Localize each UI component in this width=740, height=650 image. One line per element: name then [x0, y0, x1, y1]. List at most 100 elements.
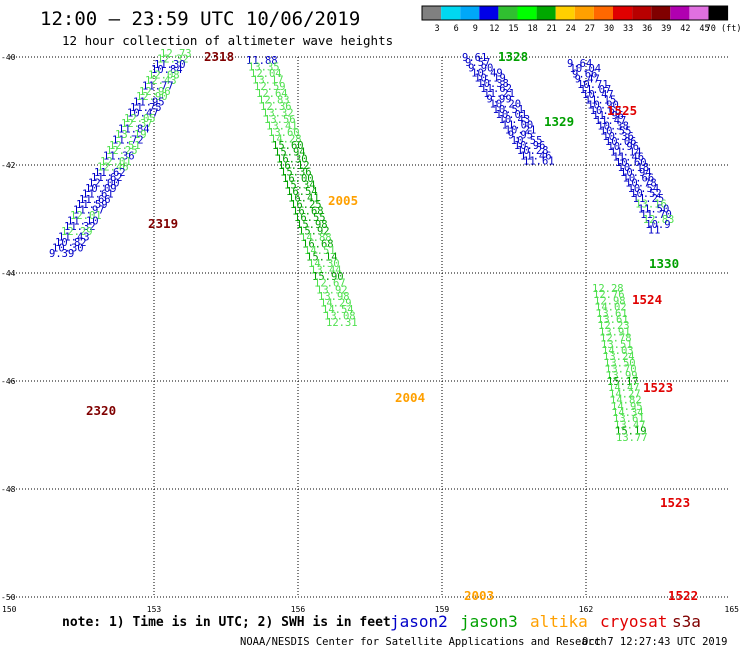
- legend-item-s3a: s3a: [672, 612, 701, 631]
- wave-height-label: 14.02: [595, 302, 627, 314]
- wave-height-label: 11.25: [633, 193, 665, 205]
- colorbar-tick-label: 6: [454, 24, 459, 34]
- wave-height-label: 11.59: [76, 199, 108, 211]
- wave-height-label: 9.99: [486, 93, 511, 105]
- wave-height-label: 12.37: [121, 118, 153, 130]
- wave-height-label: 13.32: [262, 107, 294, 119]
- wave-height-label: 10.38: [477, 78, 509, 90]
- wave-height-label: 12.46: [97, 161, 129, 173]
- wave-height-label: 11.30: [154, 59, 186, 71]
- wave-height-label: 13.61: [613, 413, 645, 425]
- wave-height-label: 12.59: [254, 81, 286, 93]
- wave-height-label: 13.51: [601, 339, 633, 351]
- wave-height-label: 11.21: [483, 88, 515, 100]
- wave-height-label: 11.84: [118, 124, 150, 136]
- wave-height-label: 16.68: [292, 206, 324, 218]
- latitude-tick-label: -42: [1, 161, 16, 170]
- wave-height-label: 10.30: [52, 242, 84, 254]
- wave-height-label: 16.12: [278, 160, 310, 172]
- pass-time-label: 1523: [660, 495, 690, 510]
- wave-height-label: 11.47: [595, 115, 627, 127]
- pass-time-label: 1329: [544, 114, 574, 129]
- latitude-tick-label: -50: [1, 593, 16, 602]
- wave-height-label: 13.98: [318, 291, 350, 303]
- wave-height-label: 11.50: [638, 204, 670, 216]
- wave-height-label: 10.84: [151, 64, 183, 76]
- wave-height-label: 11.46: [520, 150, 552, 162]
- wave-height-label: 11.62: [480, 83, 512, 95]
- wave-height-label: 11.66: [79, 194, 111, 206]
- colorbar-tick-label: 24: [566, 24, 576, 34]
- wave-height-label: 10.01: [496, 109, 528, 121]
- wave-height-label: 12.08: [148, 70, 180, 82]
- wave-height-label: 10.52: [630, 188, 662, 200]
- colorbar-swatch: [479, 6, 499, 20]
- wave-height-label: 12.36: [260, 101, 292, 113]
- wave-height-label: 14.88: [300, 232, 332, 244]
- wave-height-label: 11.96: [592, 110, 624, 122]
- wave-height-label: 11.75: [130, 102, 162, 114]
- wave-height-label: 9.90: [468, 62, 493, 74]
- colorbar-tick-label: 70 (ft): [706, 24, 740, 34]
- wave-height-label: 15.17: [607, 376, 639, 388]
- pass-time-label: 1328: [498, 49, 528, 64]
- wave-height-label: 11.36: [103, 151, 135, 163]
- wave-height-label: 15.19: [615, 426, 647, 438]
- wave-height-label: 12.78: [600, 333, 632, 345]
- wave-height-label: 12.67: [314, 278, 346, 290]
- colorbar-swatch: [536, 6, 556, 20]
- colorbar-tick-label: 21: [547, 24, 557, 34]
- pass-time-label: 2005: [328, 193, 358, 208]
- pass-time-label: 1522: [668, 588, 698, 603]
- wave-height-label: 11.95: [133, 97, 165, 109]
- wave-height-label: 15.90: [312, 271, 344, 283]
- wave-height-label: 15.60: [272, 140, 304, 152]
- colorbar-tick-label: 45: [699, 24, 709, 34]
- longitude-tick-label: 153: [147, 605, 162, 614]
- pass-time-label: 2003: [464, 588, 494, 603]
- wave-height-label: 12.64: [256, 88, 288, 100]
- wave-height-label: 13.08: [324, 310, 356, 322]
- wave-height-label: 11.88: [246, 55, 278, 67]
- footer-note: note: 1) Time is in UTC; 2) SWH is in fe…: [62, 615, 391, 630]
- wave-height-label: 9.61: [462, 52, 487, 64]
- wave-height-label: 10.68: [590, 105, 622, 117]
- latitude-tick-label: -44: [1, 269, 16, 278]
- pass-time-label: 2319: [148, 216, 178, 231]
- wave-height-label: 9.57: [465, 57, 490, 69]
- wave-height-label: 10.55: [511, 135, 543, 147]
- colorbar-tick-label: 3: [435, 24, 440, 34]
- wave-height-label: 13.61: [596, 308, 628, 320]
- wave-height-tracks: 12.7312.3211.3010.8412.0812.4311.7712.96…: [49, 48, 674, 444]
- colorbar-swatch: [613, 6, 633, 20]
- wave-height-label: 10.90: [587, 100, 619, 112]
- wave-height-label: 10.60: [615, 157, 647, 169]
- wave-height-label: 10.28: [517, 145, 549, 157]
- wave-height-label: 14.34: [612, 407, 644, 419]
- latitude-tick-label: -48: [1, 485, 16, 494]
- colorbar-swatch: [632, 6, 652, 20]
- wave-height-label: 16.68: [302, 238, 334, 250]
- colorbar-tick-label: 15: [508, 24, 518, 34]
- wave-height-label: 13.17: [252, 75, 284, 87]
- wave-height-label: 16.30: [276, 153, 308, 165]
- wave-height-label: 14.03: [602, 345, 634, 357]
- pass-time-labels: 2318 2319 2320 2005 2004 2003 1328 1329 1330 1525…: [86, 49, 698, 603]
- wave-height-label: 13.44: [310, 265, 342, 277]
- wave-height-label: 13.19: [115, 129, 147, 141]
- wave-height-label: 10.55: [600, 126, 632, 138]
- wave-height-label: 10.20: [489, 99, 521, 111]
- wave-height-label: 11.15: [585, 94, 617, 106]
- colorbar-swatch: [498, 6, 518, 20]
- colorbar-swatch: [708, 6, 728, 20]
- wave-height-label: 13.70: [605, 364, 637, 376]
- wave-height-label: 13.16: [635, 198, 667, 210]
- map-frame: 150 153 156 159 162 165 -40 -42 -44 -46 -48 -50: [1, 53, 739, 614]
- wave-height-label: 9.39: [49, 248, 74, 260]
- wave-height-label: 11.62: [91, 172, 123, 184]
- wave-height-label: 14.29: [320, 297, 352, 309]
- wave-height-label: 15.98: [296, 219, 328, 231]
- wave-height-label: 12.73: [160, 48, 192, 60]
